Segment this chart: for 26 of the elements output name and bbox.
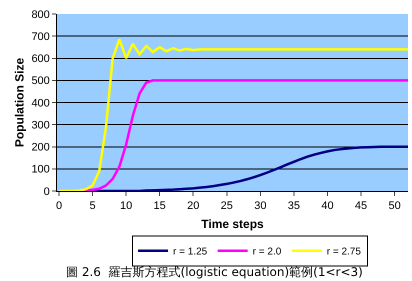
x-tick-label: 50 [388,200,401,212]
x-axis-title: Time steps [201,217,264,232]
x-tick-label: 0 [56,200,62,212]
x-tick-label: 5 [90,200,96,212]
y-axis-title: Population Size [12,58,27,148]
legend-label: r = 1.25 [173,246,208,258]
y-tick-label: 500 [31,75,50,88]
x-tick-label: 30 [254,200,266,212]
x-tick-label: 45 [354,200,368,212]
legend-label: r = 2.0 [252,246,282,258]
y-tick-label: 700 [31,30,50,43]
legend-label: r = 2.75 [326,246,362,258]
y-tick-label: 0 [44,186,50,198]
y-tick-label: 400 [31,97,50,110]
x-tick-label: 25 [220,200,233,212]
x-tick-label: 35 [288,200,300,212]
x-tick-label: 20 [187,200,200,212]
y-tick-label: 200 [31,142,50,154]
caption: 圖 2.6 羅吉斯方程式(logistic equation)範例(1<r<3) [66,265,363,279]
x-tick-label: 40 [321,200,334,212]
y-tick-label: 300 [31,119,50,132]
y-tick-label: 800 [31,8,50,21]
y-tick-label: 600 [31,53,50,66]
x-tick-label: 10 [120,200,132,212]
x-tick-label: 15 [154,200,166,212]
y-tick-label: 100 [31,164,50,176]
